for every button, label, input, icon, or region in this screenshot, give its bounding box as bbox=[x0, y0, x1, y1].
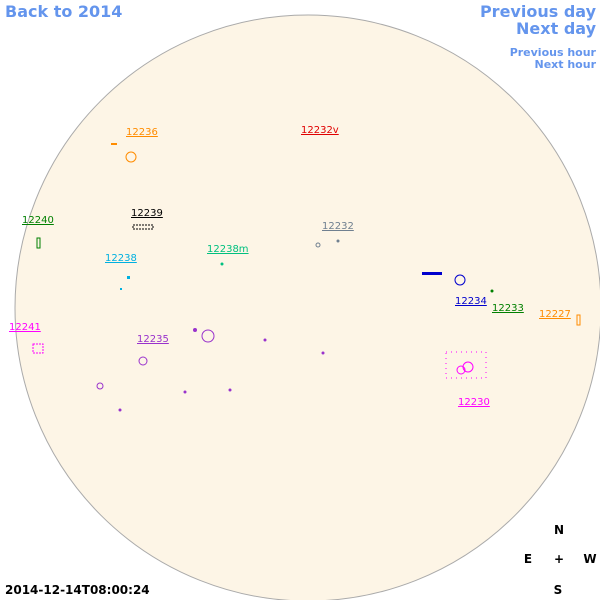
solar-disc bbox=[14, 14, 600, 600]
region-label[interactable]: 12227 bbox=[539, 309, 571, 320]
region-label[interactable]: 12238 bbox=[105, 253, 137, 264]
region-label[interactable]: 12241 bbox=[9, 322, 41, 333]
compass-center: + bbox=[554, 552, 564, 566]
region-label[interactable]: 12232 bbox=[322, 221, 354, 232]
next-hour-link[interactable]: Next hour bbox=[535, 58, 597, 71]
timestamp: 2014-12-14T08:00:24 bbox=[5, 583, 150, 597]
sunspots bbox=[32, 143, 581, 412]
compass-north: N bbox=[554, 523, 564, 537]
compass-east: E bbox=[524, 552, 532, 566]
region-label[interactable]: 12230 bbox=[458, 397, 490, 408]
region-label[interactable]: 12236 bbox=[126, 127, 158, 138]
compass: N E + W S bbox=[524, 523, 597, 597]
back-link[interactable]: Back to 2014 bbox=[5, 2, 122, 21]
previous-day-link[interactable]: Previous day bbox=[480, 2, 597, 21]
region-label[interactable]: 12233 bbox=[492, 303, 524, 314]
region-label[interactable]: 12238m bbox=[207, 244, 249, 255]
region-label[interactable]: 12239 bbox=[131, 208, 163, 219]
region-label[interactable]: 12234 bbox=[455, 296, 487, 307]
compass-south: S bbox=[554, 583, 563, 597]
region-label[interactable]: 12232v bbox=[301, 125, 339, 136]
region-labels: 12236 12232v 12240 12239 12232 12238m 12… bbox=[9, 125, 571, 408]
next-day-link[interactable]: Next day bbox=[516, 19, 597, 38]
previous-hour-link[interactable]: Previous hour bbox=[510, 46, 597, 59]
region-label[interactable]: 12240 bbox=[22, 215, 54, 226]
compass-west: W bbox=[583, 552, 596, 566]
region-label[interactable]: 12235 bbox=[137, 334, 169, 345]
